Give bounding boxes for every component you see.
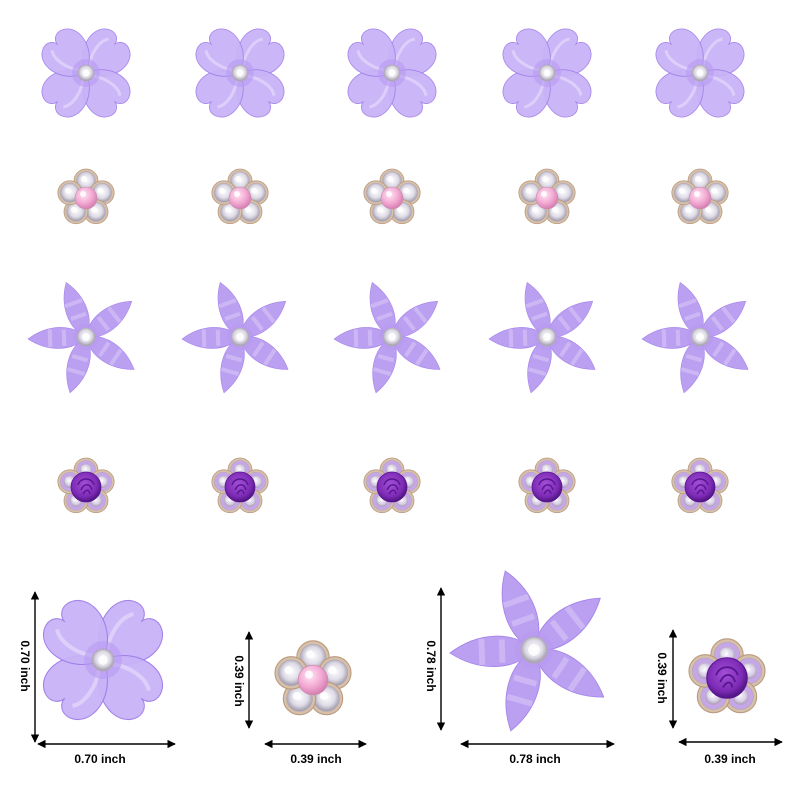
rose-rhinestone-flower xyxy=(211,457,269,514)
purple-star-flower xyxy=(449,570,605,732)
purple-star-flower xyxy=(181,282,289,394)
sample-star-flower: 0.78 inch 0.78 inch xyxy=(424,570,615,766)
width-label: 0.39 inch xyxy=(290,752,341,766)
purple-clover-flower xyxy=(347,28,437,118)
flower-grid xyxy=(27,28,749,514)
width-label: 0.39 inch xyxy=(704,752,755,766)
purple-clover-flower xyxy=(502,28,592,118)
flower-row xyxy=(27,282,749,394)
pearl-rhinestone-flower xyxy=(518,168,576,225)
purple-clover-flower xyxy=(655,28,745,118)
sample-rose-flower: 0.39 inch 0.39 inch xyxy=(655,629,783,766)
pearl-rhinestone-flower xyxy=(363,168,421,225)
purple-clover-flower xyxy=(195,28,285,118)
flower-row xyxy=(57,168,729,225)
rose-rhinestone-flower xyxy=(688,638,766,714)
height-label: 0.78 inch xyxy=(424,640,438,691)
rose-rhinestone-flower xyxy=(363,457,421,514)
purple-star-flower xyxy=(333,282,441,394)
pearl-rhinestone-flower xyxy=(211,168,269,225)
purple-clover-flower xyxy=(43,600,163,720)
pearl-rhinestone-flower xyxy=(274,640,352,716)
flower-row xyxy=(57,457,729,514)
purple-star-flower xyxy=(488,282,596,394)
measured-samples: 0.70 inch 0.70 inch 0.39 inch 0.39 inch … xyxy=(18,570,783,766)
purple-star-flower xyxy=(27,282,135,394)
height-label: 0.70 inch xyxy=(18,640,32,691)
rose-rhinestone-flower xyxy=(671,457,729,514)
width-label: 0.70 inch xyxy=(74,752,125,766)
purple-clover-flower xyxy=(41,28,131,118)
pearl-rhinestone-flower xyxy=(671,168,729,225)
height-label: 0.39 inch xyxy=(655,652,669,703)
flower-row xyxy=(41,28,745,118)
rose-rhinestone-flower xyxy=(57,457,115,514)
sample-pearl-flower: 0.39 inch 0.39 inch xyxy=(232,631,367,766)
purple-star-flower xyxy=(641,282,749,394)
pearl-rhinestone-flower xyxy=(57,168,115,225)
sample-clover-flower: 0.70 inch 0.70 inch xyxy=(18,591,176,766)
rose-rhinestone-flower xyxy=(518,457,576,514)
width-label: 0.78 inch xyxy=(509,752,560,766)
height-label: 0.39 inch xyxy=(232,655,246,706)
